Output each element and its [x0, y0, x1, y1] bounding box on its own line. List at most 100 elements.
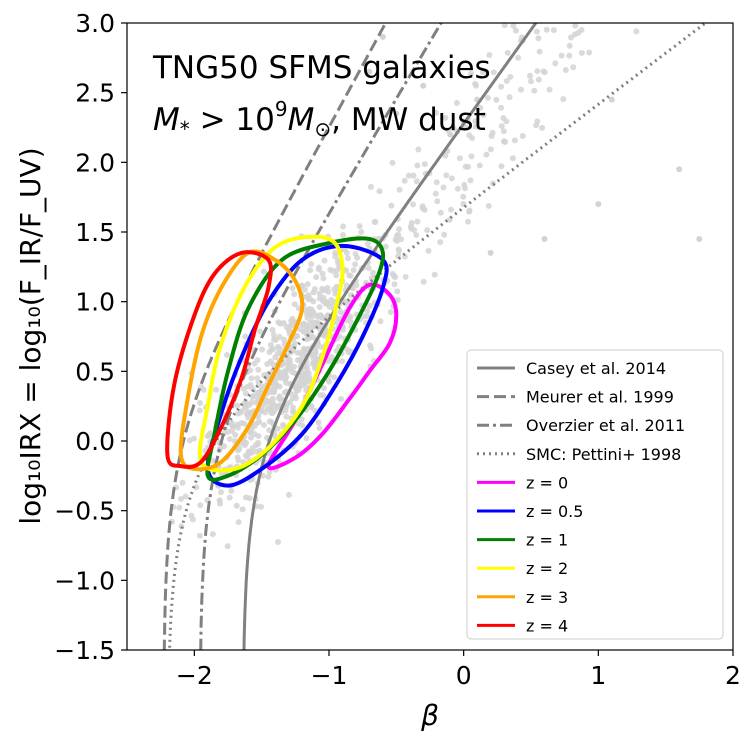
scatter-point [593, 14, 599, 20]
scatter-point [313, 274, 320, 281]
scatter-point [262, 409, 269, 416]
scatter-point [461, 185, 468, 192]
scatter-point [476, 162, 483, 169]
scatter-point [389, 159, 396, 166]
scatter-point [326, 378, 333, 385]
scatter-point [286, 357, 293, 364]
scatter-point [432, 190, 439, 197]
scatter-point [552, 60, 559, 67]
annotation-line2: M* > 109M⊙, MW dust [153, 97, 486, 141]
scatter-point [347, 318, 354, 325]
y-tick-label: 0.5 [75, 357, 115, 386]
scatter-point [234, 454, 241, 461]
x-axis-label: β [420, 699, 439, 732]
legend-label: z = 0.5 [526, 502, 583, 521]
scatter-point [237, 409, 244, 416]
scatter-point [310, 319, 317, 326]
scatter-point [527, 72, 534, 79]
scatter-point [307, 267, 314, 274]
scatter-point [568, 34, 575, 41]
scatter-point [578, 49, 585, 56]
scatter-point [466, 132, 473, 139]
legend: Casey et al. 2014 Meurer et al. 1999 Overz… [466, 349, 724, 640]
scatter-point [366, 68, 373, 75]
scatter-point [326, 357, 333, 364]
scatter-point [209, 457, 216, 464]
scatter-point [397, 236, 404, 243]
scatter-point [335, 315, 342, 322]
scatter-point [213, 386, 220, 393]
x-tick-label: 0 [456, 661, 472, 690]
scatter-point [394, 288, 401, 295]
scatter-point [586, 49, 593, 56]
scatter-point [316, 290, 323, 297]
scatter-point [248, 375, 255, 382]
scatter-point [299, 353, 306, 360]
scatter-point [255, 439, 262, 446]
scatter-point [420, 82, 427, 89]
scatter-point [240, 385, 247, 392]
scatter-point [320, 275, 327, 282]
scatter-point [437, 239, 444, 246]
scatter-point [281, 371, 288, 378]
scatter-point [235, 519, 242, 526]
scatter-point [290, 404, 297, 411]
scatter-point [410, 201, 417, 208]
scatter-point [382, 243, 389, 250]
scatter-point [158, 656, 164, 662]
scatter-point [477, 104, 484, 111]
scatter-point [408, 220, 415, 227]
scatter-point [364, 308, 371, 315]
scatter-point [209, 531, 216, 538]
scatter-point [249, 393, 256, 400]
scatter-point [307, 295, 314, 302]
contour-z-2 [197, 234, 345, 473]
scatter-point [315, 419, 322, 426]
scatter-point [575, 29, 582, 36]
scatter-point [388, 202, 395, 209]
scatter-point [196, 399, 203, 406]
legend-label: z = 3 [526, 588, 568, 607]
relation-line-meurer-et-al-1999 [162, 23, 388, 650]
scatter-point [283, 404, 290, 411]
scatter-point [396, 186, 403, 193]
scatter-point [270, 361, 277, 368]
scatter-point [566, 42, 573, 49]
scatter-point [234, 402, 241, 409]
scatter-point [272, 354, 279, 361]
scatter-point [468, 153, 475, 160]
scatter-point [343, 249, 350, 256]
scatter-point [468, 70, 475, 77]
scatter-point [535, 76, 542, 83]
scatter-point [487, 249, 494, 256]
scatter-point [316, 425, 323, 432]
scatter-point [466, 208, 473, 215]
scatter-point [246, 495, 253, 502]
contour-z-0-5 [205, 243, 389, 488]
scatter-point [226, 436, 233, 443]
scatter-point [676, 166, 683, 173]
scatter-point [569, 13, 575, 19]
scatter-point [242, 398, 249, 405]
scatter-point [507, 73, 514, 80]
legend-label: Casey et al. 2014 [526, 359, 666, 378]
scatter-point [396, 247, 403, 254]
contour-z-3 [178, 249, 305, 472]
scatter-point [460, 193, 467, 200]
scatter-point [483, 151, 490, 158]
scatter-point [545, 14, 551, 20]
scatter-point [257, 328, 264, 335]
scatter-point [528, 78, 535, 85]
scatter-point [196, 407, 203, 414]
scatter-point [265, 473, 272, 480]
scatter-point [339, 358, 346, 365]
scatter-point [302, 376, 309, 383]
scatter-point [291, 301, 298, 308]
scatter-point [465, 218, 472, 225]
scatter-point [266, 427, 273, 434]
scatter-point [337, 308, 344, 315]
scatter-point [533, 122, 540, 129]
scatter-point [490, 69, 497, 76]
scatter-point [608, 96, 615, 103]
scatter-point [408, 225, 415, 232]
